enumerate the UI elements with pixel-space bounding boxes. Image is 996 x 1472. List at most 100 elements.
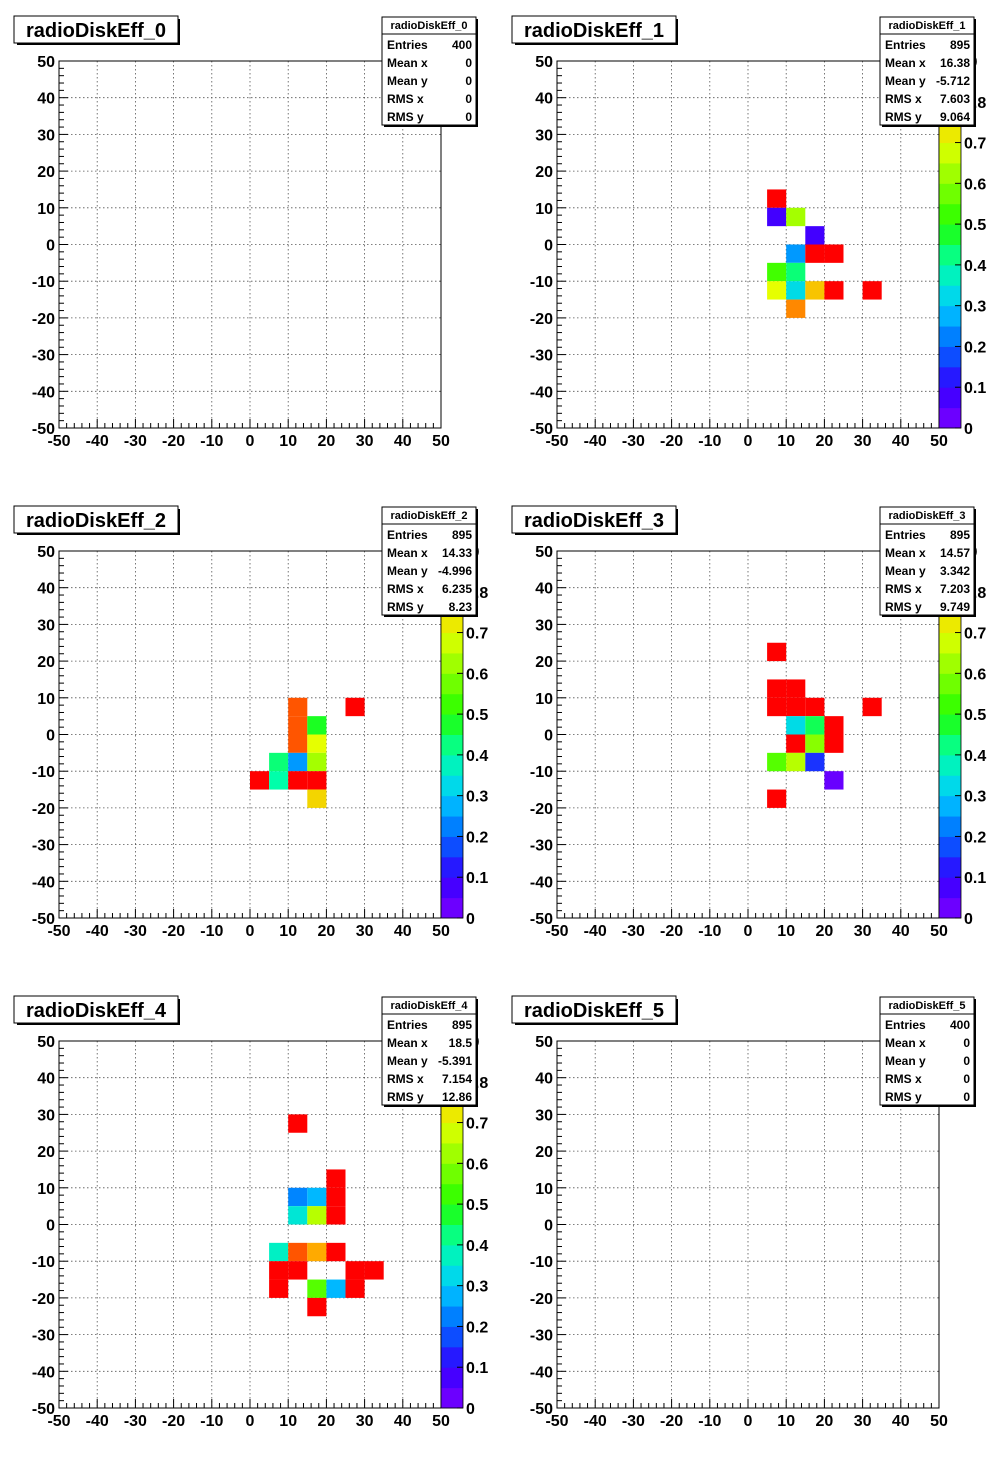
y-tick-label: 10 [37, 691, 55, 708]
title-box [13, 995, 179, 1024]
stats-value: 895 [950, 528, 970, 542]
heatmap-cell [767, 207, 787, 227]
heatmap-cell [786, 244, 806, 263]
heatmap-cell [269, 1261, 289, 1280]
histogram-title: radioDiskEff_3 [511, 505, 678, 535]
stats-value: 895 [950, 38, 970, 52]
heatmap-cell [269, 1279, 289, 1298]
stats-value: 18.5 [449, 1036, 473, 1050]
y-tick-label: -30 [32, 838, 55, 855]
y-tick-label: 40 [37, 91, 55, 108]
heatmap-cell [824, 734, 844, 753]
stats-value: 9.064 [940, 110, 970, 124]
title-box [511, 505, 677, 534]
palette-segment [939, 856, 961, 878]
palette-tick-label: 0.4 [466, 748, 488, 765]
x-tick-label: -30 [622, 923, 645, 940]
x-tick-label: 0 [744, 923, 753, 940]
x-tick-label: -10 [200, 433, 223, 450]
heatmap-cell [767, 697, 787, 717]
y-tick-label: -20 [530, 801, 553, 818]
stats-shadow [882, 125, 976, 127]
heatmap-cell [786, 716, 806, 735]
x-tick-label: -40 [584, 1413, 607, 1430]
heatmap-cell [307, 771, 327, 790]
x-tick-label: 40 [394, 1413, 412, 1430]
heatmap-cell [307, 1187, 327, 1207]
x-tick-label: 30 [356, 433, 374, 450]
y-tick-label: -10 [32, 274, 55, 291]
palette-segment [441, 795, 463, 817]
x-tick-label: -50 [47, 433, 70, 450]
stats-value: 6.235 [442, 582, 472, 596]
y-tick-label: 20 [37, 1144, 55, 1161]
stats-name: radioDiskEff_1 [888, 20, 965, 32]
title-text: radioDiskEff_2 [26, 510, 166, 532]
histogram-panel-1: -50 -40 -30 -20 -10 0 10 20 30 40 50 -50 -40 -30 -20 -1… [511, 15, 986, 450]
y-tick-label: -30 [32, 1328, 55, 1345]
heatmap-cell [786, 207, 806, 227]
palette-segment [441, 1285, 463, 1307]
y-tick-label: 20 [37, 654, 55, 671]
stats-box: radioDiskEff_3 Entries 895 Mean x 14.57 Mean … [879, 506, 976, 617]
y-tick-label: 20 [535, 654, 553, 671]
palette-segment [441, 673, 463, 695]
y-tick-label: 0 [46, 1218, 55, 1235]
heatmap-cell [862, 281, 882, 300]
heatmap-cell [250, 771, 270, 790]
y-tick-label: -30 [530, 348, 553, 365]
x-tick-label: -30 [124, 1413, 147, 1430]
y-tick-label: -50 [32, 1401, 55, 1418]
stats-box: radioDiskEff_2 Entries 895 Mean x 14.33 Mean … [381, 506, 478, 617]
heatmap-cell [786, 679, 806, 698]
palette-tick-label: 0.1 [466, 1360, 488, 1377]
histogram-title: radioDiskEff_5 [511, 995, 678, 1025]
palette-tick-label: 0.1 [964, 380, 986, 397]
x-tick-label: -50 [47, 923, 70, 940]
stats-value: 0 [465, 92, 472, 106]
x-tick-label: 40 [394, 923, 412, 940]
heatmap-cell [326, 1242, 346, 1262]
y-tick-label: 40 [535, 91, 553, 108]
stats-frame [879, 506, 975, 616]
y-tick-label: -40 [530, 874, 553, 891]
y-tick-label: 10 [535, 201, 553, 218]
x-tick-label: -20 [162, 433, 185, 450]
palette-tick-label: 0.5 [964, 217, 986, 234]
y-tick-label: 30 [535, 1107, 553, 1124]
x-tick-label: -40 [86, 433, 109, 450]
heatmap-cell [786, 281, 806, 300]
stats-value: 16.38 [940, 56, 970, 70]
y-tick-label: -30 [530, 1328, 553, 1345]
y-tick-label: 50 [535, 1034, 553, 1051]
title-shadow [17, 1023, 180, 1025]
palette-segment [441, 1306, 463, 1327]
heatmap-cell [805, 716, 825, 735]
heatmap-cell [805, 697, 825, 717]
y-tick-label: -40 [530, 1364, 553, 1381]
heatmap-cell [307, 1242, 327, 1262]
x-tick-label: 30 [356, 1413, 374, 1430]
stats-shadow [476, 509, 478, 617]
palette-segment [939, 734, 961, 756]
y-tick-label: -20 [32, 311, 55, 328]
palette-tick-label: 0.6 [964, 176, 986, 193]
palette-segment [939, 326, 961, 347]
x-tick-label: 10 [279, 1413, 297, 1430]
palette-segment [441, 1265, 463, 1287]
stats-shadow [882, 615, 976, 617]
heatmap-cell [307, 1297, 327, 1317]
y-tick-label: 40 [535, 581, 553, 598]
stats-value: 7.154 [442, 1072, 472, 1086]
heatmap-cell [364, 1261, 384, 1280]
y-tick-label: 0 [544, 1218, 553, 1235]
heatmap-cell [786, 697, 806, 717]
x-tick-label: -20 [162, 923, 185, 940]
y-tick-label: 40 [37, 581, 55, 598]
stats-key: Mean x [885, 56, 926, 70]
stats-value: 0 [465, 56, 472, 70]
x-tick-label: -10 [698, 1413, 721, 1430]
x-tick-label: -10 [698, 433, 721, 450]
heatmap-cell [824, 244, 844, 263]
heatmap-cell [805, 244, 825, 263]
